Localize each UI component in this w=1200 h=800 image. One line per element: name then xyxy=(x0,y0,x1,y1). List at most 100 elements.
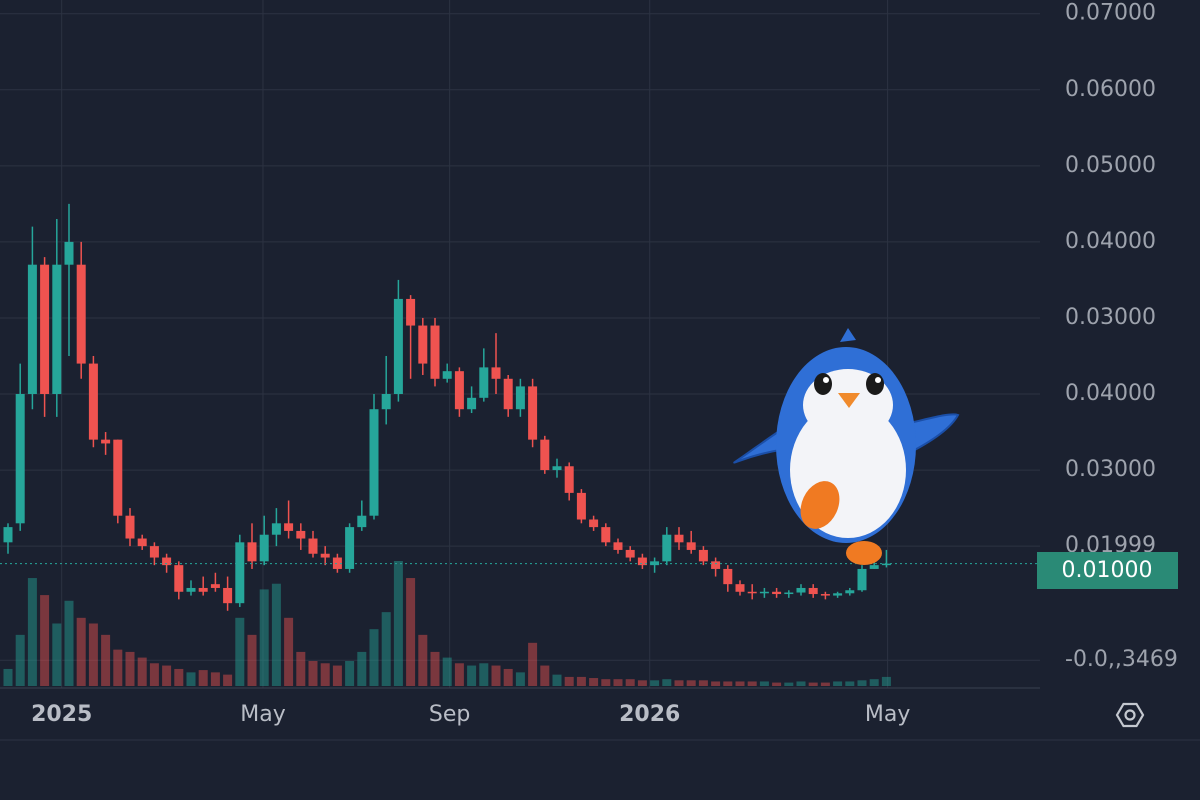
volume-bar xyxy=(345,661,355,686)
candle-body xyxy=(125,515,135,539)
volume-bar xyxy=(442,657,452,686)
volume-bar xyxy=(845,681,855,686)
candle-body xyxy=(759,591,769,594)
candle-body xyxy=(686,542,696,550)
candle-body xyxy=(27,264,37,395)
candle-body xyxy=(711,561,721,569)
volume-bar xyxy=(247,634,257,686)
candle-body xyxy=(637,557,647,566)
candle-body xyxy=(503,378,513,410)
candle-body xyxy=(113,439,123,516)
y-tick-label: 0.07000 xyxy=(1065,1,1156,26)
x-tick-label: May xyxy=(240,702,285,727)
volume-bar xyxy=(137,657,147,686)
volume-bar xyxy=(101,634,111,686)
candle-layer xyxy=(0,203,1040,611)
candle-body xyxy=(137,538,147,547)
candle-body xyxy=(845,590,855,594)
volume-bar xyxy=(357,651,367,686)
candle-body xyxy=(369,409,379,516)
candle-body xyxy=(576,492,586,520)
volume-bar xyxy=(235,617,245,686)
volume-bar xyxy=(662,679,672,686)
settings-icon[interactable] xyxy=(1115,702,1145,728)
candle-body xyxy=(772,591,782,595)
candle-body xyxy=(650,561,660,566)
volume-bar xyxy=(759,681,769,686)
candle-body xyxy=(613,542,623,550)
y-tick-label: 0.03000 xyxy=(1065,457,1156,482)
volume-bar xyxy=(88,623,98,686)
volume-bar xyxy=(625,679,635,686)
volume-layer xyxy=(3,561,891,686)
candle-body xyxy=(64,241,74,265)
volume-bar xyxy=(650,680,660,686)
candle-body xyxy=(186,587,196,592)
candle-body xyxy=(174,565,184,592)
candle-body xyxy=(308,538,318,554)
candle-body xyxy=(564,466,574,493)
volume-bar xyxy=(735,681,745,686)
candle-body xyxy=(198,587,208,592)
candle-body xyxy=(467,397,477,410)
grid xyxy=(0,0,1040,688)
candle-body xyxy=(723,568,733,585)
candle-body xyxy=(808,587,818,595)
volume-bar xyxy=(686,680,696,686)
x-tick-label: Sep xyxy=(429,702,470,727)
volume-bar xyxy=(406,578,416,686)
volume-bar xyxy=(284,617,294,686)
volume-bar xyxy=(15,634,25,686)
volume-bar xyxy=(271,583,281,686)
candle-body xyxy=(881,563,891,566)
volume-bar xyxy=(76,617,86,686)
candle-body xyxy=(52,264,62,395)
volume-bar xyxy=(711,681,721,686)
candle-body xyxy=(15,394,25,524)
candle-body xyxy=(430,325,440,379)
volume-bar xyxy=(3,668,13,686)
volume-bar xyxy=(186,672,196,686)
price-tag-box xyxy=(1037,552,1178,589)
candle-body xyxy=(601,527,611,543)
volume-bar xyxy=(308,661,318,686)
candle-body xyxy=(247,542,257,562)
volume-bar xyxy=(113,649,123,686)
candle-body xyxy=(3,527,13,543)
volume-bar xyxy=(52,623,62,686)
y-tick-label: -0.0,,3469 xyxy=(1065,647,1178,672)
penguin-foot xyxy=(846,541,882,565)
candle-body xyxy=(857,568,867,591)
candle-body xyxy=(149,546,159,558)
volume-bar xyxy=(149,663,159,686)
volume-bar xyxy=(40,595,50,686)
candle-body xyxy=(869,565,879,569)
candle-body xyxy=(357,515,367,528)
volume-bar xyxy=(223,674,233,686)
volume-bar xyxy=(723,681,733,686)
volume-bar xyxy=(820,682,830,686)
volume-bar xyxy=(454,663,464,686)
candle-body xyxy=(589,519,599,528)
volume-bar xyxy=(162,665,172,686)
y-tick-label: 0.04000 xyxy=(1065,381,1156,406)
volume-bar xyxy=(857,680,867,686)
penguin-raised-foot xyxy=(800,481,840,529)
penguin-eye-shine-left xyxy=(823,377,829,383)
volume-bar xyxy=(381,612,391,686)
volume-bar xyxy=(674,680,684,686)
candle-body xyxy=(515,386,525,410)
volume-bar xyxy=(125,651,135,686)
candle-body xyxy=(40,264,50,395)
candle-body xyxy=(747,591,757,594)
y-tick-label: 0.06000 xyxy=(1065,77,1156,102)
y-tick-label: 0.05000 xyxy=(1065,153,1156,178)
volume-bar xyxy=(210,672,220,686)
candle-body xyxy=(235,542,245,604)
candle-body xyxy=(418,325,428,364)
candle-body xyxy=(393,298,403,395)
volume-bar xyxy=(430,651,440,686)
candle-body xyxy=(442,371,452,379)
volume-bar xyxy=(27,578,37,686)
